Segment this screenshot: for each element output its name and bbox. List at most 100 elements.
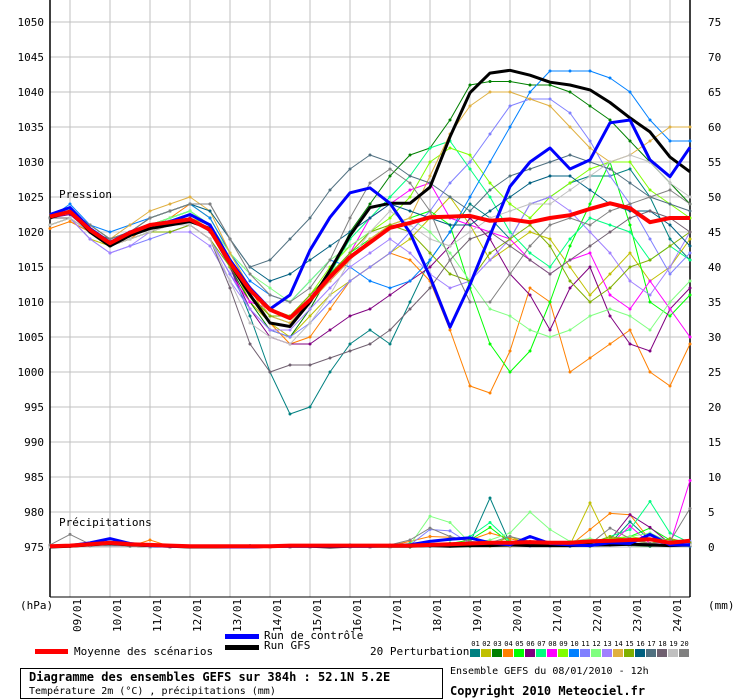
perturbation-01-pressure-line-point: [308, 405, 312, 409]
axes: [49, 0, 691, 598]
perturbation-20-pressure-line-point: [548, 223, 552, 227]
right-tick-label: 20: [708, 401, 721, 414]
perturbation-18-pressure-line-point: [328, 356, 332, 360]
perturbation-10-pressure-line-point: [668, 139, 672, 143]
perturbation-10-pressure-line-point: [648, 118, 652, 122]
perturbation-10-pressure-line-point: [548, 69, 552, 73]
right-tick-label: 50: [708, 191, 721, 204]
perturbation-16-pressure-line-point: [548, 174, 552, 178]
perturbation-11-precip-line-point: [448, 529, 452, 533]
perturbation-10-pressure-line-point: [608, 76, 612, 80]
perturbation-14-pressure-line-point: [548, 104, 552, 108]
perturbation-14-pressure-line-point: [508, 90, 512, 94]
date-tick-label: 11/01: [151, 599, 164, 632]
perturbation-01-pressure-line-point: [388, 342, 392, 346]
perturbation-10-pressure-line-point: [588, 69, 592, 73]
perturbation-07-precip-line-point: [648, 500, 652, 503]
perturbation-16-pressure-line-point: [448, 223, 452, 227]
perturbation-swatch: [547, 649, 557, 657]
perturbation-09-pressure-line-point: [448, 146, 452, 150]
perturbation-04-pressure-line-point: [488, 391, 492, 395]
perturbation-11-pressure-line-point: [648, 237, 652, 241]
gfs-pressure-line: [49, 68, 691, 328]
perturbation-07-pressure-line-point: [388, 195, 392, 199]
perturbation-08-pressure-line-point: [248, 300, 252, 304]
perturbation-11-pressure-line-point: [288, 335, 292, 339]
perturbation-19-pressure-line-point: [668, 181, 672, 185]
perturbation-03-pressure-line-point: [408, 153, 412, 157]
perturbation-12-pressure-line-point: [688, 279, 692, 283]
perturbation-09-pressure-line-point: [588, 167, 592, 171]
perturbation-16-pressure-line-point: [508, 195, 512, 199]
date-tick-label: 20/01: [511, 599, 524, 632]
perturbation-12-precip-line-point: [448, 521, 452, 524]
perturbation-02-pressure-line-point: [688, 237, 692, 241]
perturbation-14-pressure-line-point: [468, 104, 472, 108]
perturbation-19-pressure-line-point: [48, 223, 52, 227]
perturbation-20-pressure-line-point: [148, 216, 152, 220]
perturbation-05-pressure-line-point: [508, 370, 512, 374]
perturbation-17-pressure-line-point: [568, 153, 572, 157]
perturbation-06-pressure-line-point: [648, 349, 652, 353]
perturbation-03-pressure-line-point: [508, 80, 512, 83]
perturbation-02-pressure-line-point: [408, 237, 412, 241]
perturbation-03-pressure-line-point: [368, 202, 372, 206]
perturbation-14-pressure-line-point: [528, 97, 532, 101]
perturbation-18-pressure-line-point: [608, 230, 612, 234]
perturbation-05-pressure-line-point: [688, 293, 692, 297]
perturbation-number: 13: [603, 640, 612, 648]
perturbation-03-pressure-line-point: [568, 90, 572, 94]
perturbation-07-precip-line-point: [668, 531, 672, 535]
perturbation-12-pressure-line-point: [268, 286, 272, 290]
right-tick-label: 0: [708, 541, 715, 554]
perturbation-12-precip-line-point: [508, 531, 512, 535]
perturbation-17-pressure-line-point: [528, 167, 532, 171]
perturbation-12-precip-line-point: [588, 537, 592, 541]
perturbation-13-pressure-line-point: [588, 230, 592, 234]
perturbation-17-pressure-line-point: [248, 265, 252, 269]
perturbation-15-precip-line-point: [608, 535, 612, 538]
perturbation-12-pressure-line-point: [188, 209, 192, 213]
perturbation-01-pressure-line-point: [668, 237, 672, 241]
date-tick-label: 22/01: [591, 599, 604, 632]
right-tick-label: 65: [708, 86, 721, 99]
perturbation-18-pressure-line-point: [648, 209, 652, 213]
perturbation-11-pressure-line-point: [568, 111, 572, 115]
perturbation-18-pressure-line-point: [528, 258, 532, 262]
perturbation-07-pressure-line-point: [428, 146, 432, 150]
perturbation-14-pressure-line-point: [688, 125, 692, 129]
date-tick-label: 09/01: [71, 599, 84, 632]
perturbation-03-pressure-line-point: [588, 104, 592, 108]
perturbation-19-pressure-line-point: [548, 202, 552, 206]
legend-gfs-swatch: [225, 645, 259, 650]
perturbation-16-pressure-line-point: [328, 244, 332, 248]
mean-precip-line: [49, 537, 691, 549]
perturbation-17-pressure-line-point: [268, 258, 272, 262]
perturbation-number: 07: [537, 640, 546, 648]
perturbation-07-precip-line-point: [628, 528, 632, 531]
perturbation-19-pressure-line-point: [288, 342, 292, 346]
perturbation-05-pressure-line-point: [648, 300, 652, 304]
perturbation-19-pressure-line-point: [248, 321, 252, 325]
perturbation-18-pressure-line-point: [348, 349, 352, 353]
perturbation-19-pressure-line-point: [388, 209, 392, 213]
perturbation-04-precip-line-point: [428, 535, 432, 538]
perturbation-18-pressure-line-point: [228, 286, 232, 290]
perturbation-03-pressure-line-point: [548, 83, 552, 87]
perturbation-20-pressure-line-point: [348, 216, 352, 220]
perturbation-12-pressure-line-point: [568, 328, 572, 332]
left-tick-label: 980: [24, 506, 44, 519]
date-tick-label: 15/01: [311, 599, 324, 632]
perturbation-swatch: [624, 649, 634, 657]
perturbation-05-pressure-line-point: [668, 314, 672, 318]
perturbation-swatch: [503, 649, 513, 657]
perturbation-04-pressure-line-point: [328, 307, 332, 311]
perturbation-15-pressure-line-point: [488, 251, 492, 255]
perturbation-15-pressure-line-point: [588, 300, 592, 304]
perturbation-swatch: [679, 649, 689, 657]
perturbation-swatch: [558, 649, 568, 657]
copyright: Copyright 2010 Meteociel.fr: [450, 684, 646, 698]
perturbation-03-pressure-line-point: [528, 83, 532, 87]
perturbation-swatch: [525, 649, 535, 657]
perturbation-06-pressure-line-point: [428, 265, 432, 269]
